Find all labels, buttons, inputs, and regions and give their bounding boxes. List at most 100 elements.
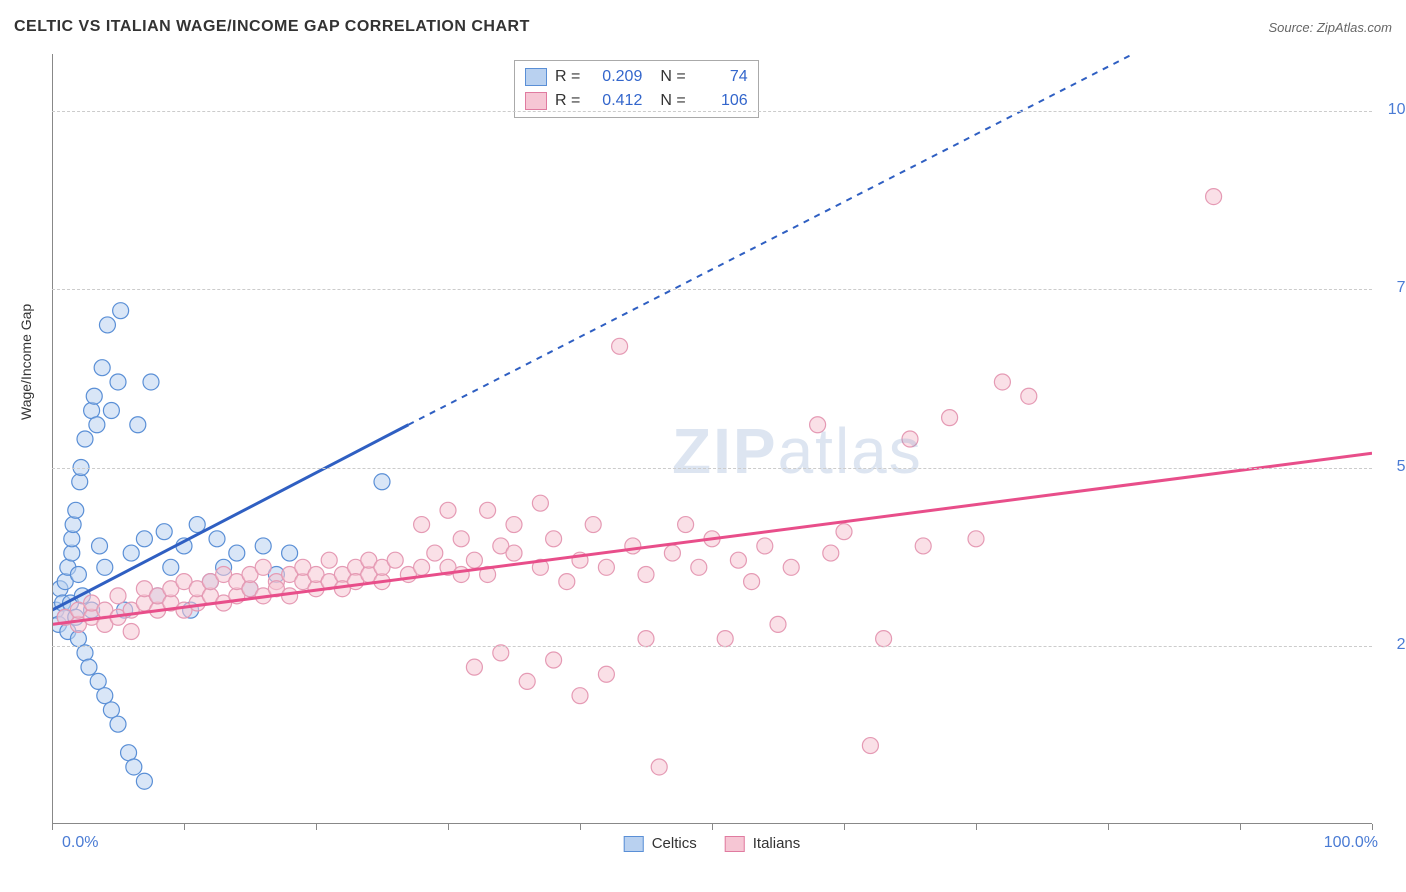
legend-label: Italians	[753, 835, 801, 852]
data-point	[638, 631, 654, 647]
data-point	[110, 374, 126, 390]
data-point	[519, 673, 535, 689]
x-tick	[184, 824, 185, 830]
data-point	[255, 538, 271, 554]
data-point	[466, 552, 482, 568]
data-point	[90, 673, 106, 689]
data-point	[783, 559, 799, 575]
data-point	[64, 545, 80, 561]
legend-swatch	[525, 68, 547, 86]
data-point	[876, 631, 892, 647]
data-point	[664, 545, 680, 561]
data-point	[94, 360, 110, 376]
gridline	[52, 468, 1372, 469]
data-point	[136, 531, 152, 547]
data-point	[546, 531, 562, 547]
y-axis-label: Wage/Income Gap	[18, 304, 34, 420]
gridline	[52, 289, 1372, 290]
gridline	[52, 111, 1372, 112]
chart-plot-area: ZIPatlas R = 0.209N = 74R = 0.412N = 106…	[52, 54, 1372, 824]
data-point	[638, 566, 654, 582]
legend-correlation: R = 0.209N = 74R = 0.412N = 106	[514, 60, 759, 118]
data-point	[81, 659, 97, 675]
data-point	[862, 738, 878, 754]
data-point	[585, 517, 601, 533]
data-point	[163, 559, 179, 575]
x-tick	[1240, 824, 1241, 830]
data-point	[89, 417, 105, 433]
data-point	[994, 374, 1010, 390]
data-point	[65, 517, 81, 533]
data-point	[625, 538, 641, 554]
data-point	[86, 388, 102, 404]
data-point	[730, 552, 746, 568]
data-point	[126, 759, 142, 775]
data-point	[123, 545, 139, 561]
x-tick	[316, 824, 317, 830]
x-axis-min-label: 0.0%	[62, 834, 98, 852]
data-point	[97, 688, 113, 704]
data-point	[427, 545, 443, 561]
data-point	[387, 552, 403, 568]
data-point	[823, 545, 839, 561]
trend-line	[52, 453, 1372, 624]
legend-series: Celtics Italians	[624, 835, 801, 852]
data-point	[84, 402, 100, 418]
y-tick-label: 50.0%	[1382, 458, 1406, 476]
data-point	[156, 524, 172, 540]
y-tick-label: 75.0%	[1382, 279, 1406, 297]
scatter-svg	[52, 54, 1372, 824]
x-axis-max-label: 100.0%	[1324, 834, 1378, 852]
legend-row: R = 0.412N = 106	[525, 89, 748, 113]
data-point	[1206, 189, 1222, 205]
data-point	[572, 688, 588, 704]
data-point	[1021, 388, 1037, 404]
data-point	[70, 631, 86, 647]
x-tick	[448, 824, 449, 830]
data-point	[414, 517, 430, 533]
data-point	[209, 531, 225, 547]
x-tick	[52, 824, 53, 830]
data-point	[810, 417, 826, 433]
legend-n-value: 106	[694, 92, 748, 110]
data-point	[968, 531, 984, 547]
data-point	[103, 402, 119, 418]
data-point	[532, 495, 548, 511]
legend-row: R = 0.209N = 74	[525, 65, 748, 89]
data-point	[99, 317, 115, 333]
y-axis-line	[52, 54, 53, 824]
data-point	[506, 545, 522, 561]
data-point	[121, 745, 137, 761]
data-point	[321, 552, 337, 568]
data-point	[123, 624, 139, 640]
data-point	[68, 502, 84, 518]
x-tick	[976, 824, 977, 830]
x-tick	[1108, 824, 1109, 830]
data-point	[77, 645, 93, 661]
data-point	[453, 566, 469, 582]
data-point	[97, 559, 113, 575]
y-tick-label: 100.0%	[1382, 101, 1406, 119]
data-point	[836, 524, 852, 540]
legend-r-value: 0.209	[588, 68, 642, 86]
data-point	[130, 417, 146, 433]
legend-r-label: R =	[555, 92, 580, 110]
data-point	[559, 574, 575, 590]
x-tick	[580, 824, 581, 830]
legend-swatch	[725, 836, 745, 852]
data-point	[744, 574, 760, 590]
data-point	[678, 517, 694, 533]
data-point	[902, 431, 918, 447]
data-point	[598, 666, 614, 682]
data-point	[453, 531, 469, 547]
x-tick	[712, 824, 713, 830]
data-point	[110, 588, 126, 604]
data-point	[546, 652, 562, 668]
legend-n-value: 74	[694, 68, 748, 86]
legend-n-label: N =	[660, 92, 685, 110]
x-tick	[1372, 824, 1373, 830]
legend-label: Celtics	[652, 835, 697, 852]
legend-item: Celtics	[624, 835, 697, 852]
legend-swatch	[525, 92, 547, 110]
data-point	[64, 531, 80, 547]
